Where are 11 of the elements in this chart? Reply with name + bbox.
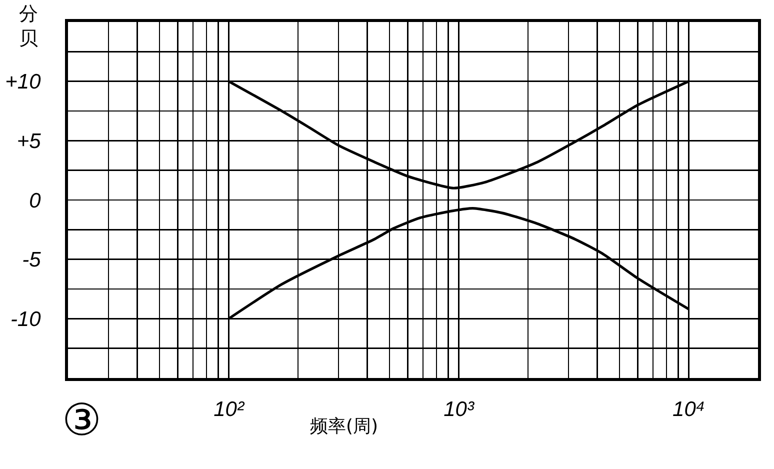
y-tick-label: -10	[10, 308, 42, 332]
x-axis-title: 频率(周)	[310, 416, 378, 437]
y-axis-title: 分贝	[19, 3, 38, 50]
y-tick-label: +5	[16, 130, 42, 154]
text: ③	[62, 395, 102, 446]
x-tick-label: 10⁴	[672, 398, 705, 422]
y-tick-label: 0	[29, 189, 42, 212]
y-tick-label: +10	[5, 70, 42, 94]
x-tick-label: 10³	[444, 398, 475, 422]
y-tick-label: -5	[22, 248, 42, 272]
x-tick-label: 10²	[214, 398, 245, 422]
